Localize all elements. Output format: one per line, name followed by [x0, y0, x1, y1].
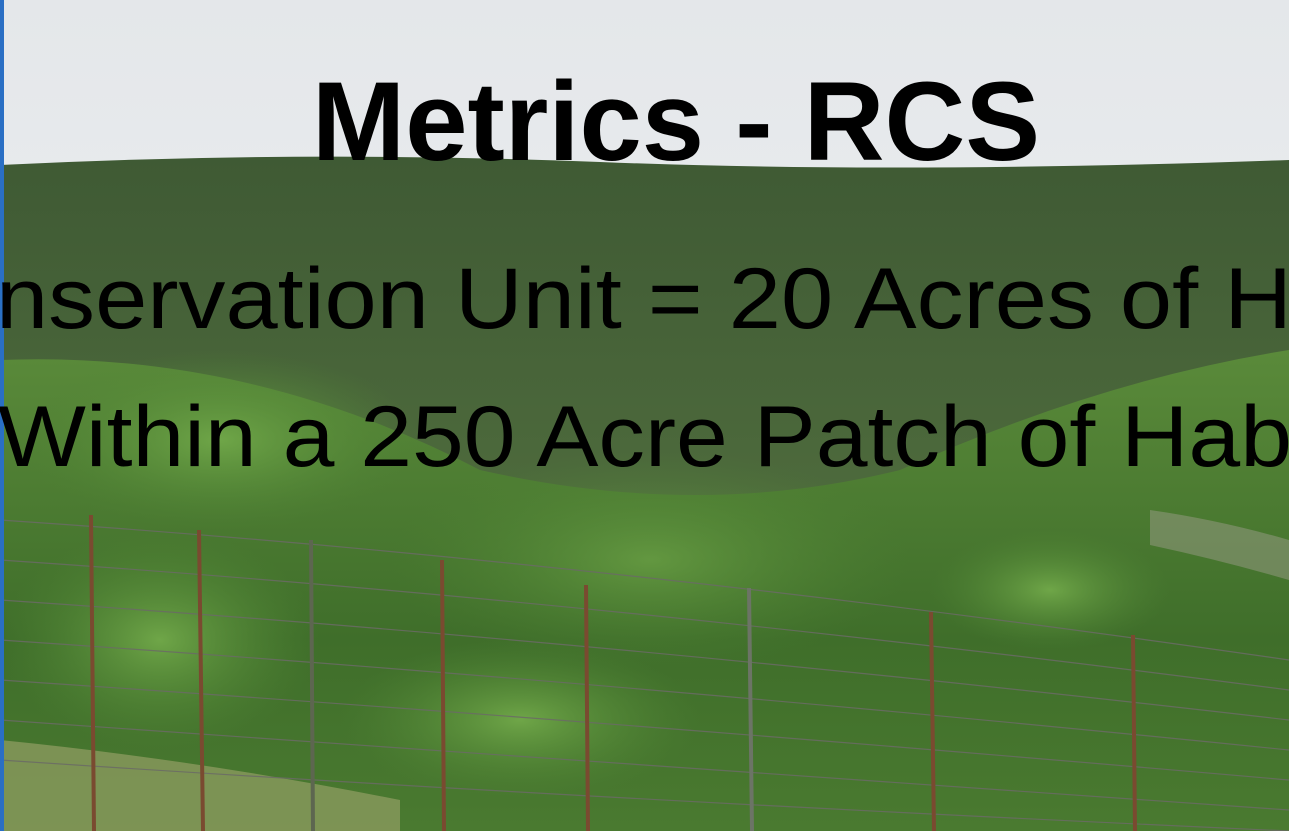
- fence-posts: [89, 514, 1137, 831]
- body-line: Within a 250 Acre Patch of Hab: [0, 389, 1289, 485]
- left-edge: [0, 0, 4, 831]
- fence: [0, 519, 1289, 831]
- body-line: nservation Unit = 20 Acres of H: [0, 251, 1289, 347]
- slide-title: Metrics - RCS: [312, 59, 1040, 184]
